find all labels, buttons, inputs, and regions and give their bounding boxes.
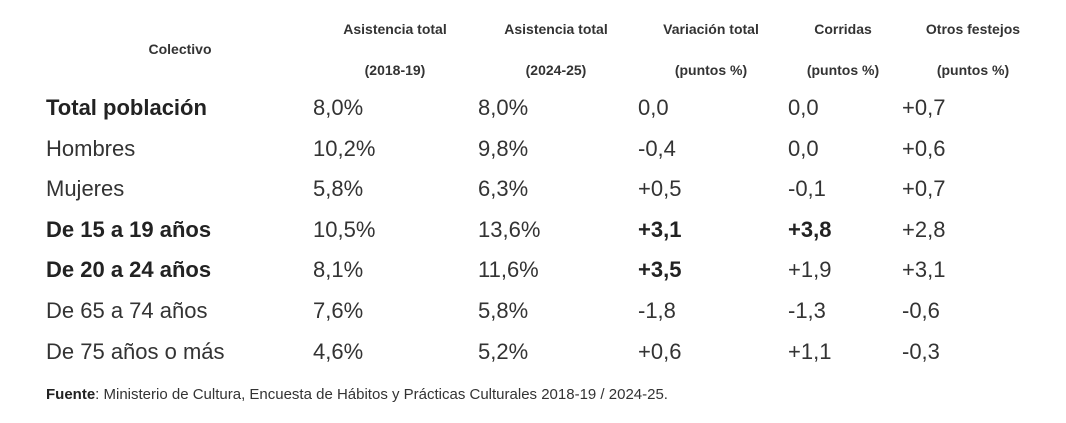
cell-variacion: +3,5 xyxy=(638,257,682,283)
cell-asistencia-2018: 10,5% xyxy=(313,216,376,242)
header-variacion: Variación total (puntos %) xyxy=(631,0,791,80)
table-row: Mujeres 5,8% 6,3% +0,5 -0,1 +0,7 xyxy=(0,176,1066,216)
table-row: De 65 a 74 años 7,6% 5,8% -1,8 -1,3 -0,6 xyxy=(0,298,1066,338)
header-colectivo: Colectivo xyxy=(100,0,260,80)
cell-corridas: 0,0 xyxy=(788,95,819,120)
header-asistencia-2024: Asistencia total (2024-25) xyxy=(476,0,636,80)
cell-asistencia-2018: 8,0% xyxy=(313,95,364,120)
cell-otros-festejos: -0,3 xyxy=(902,338,940,364)
cell-otros-festejos: -0,6 xyxy=(902,298,940,323)
row-label: Total población xyxy=(46,95,207,120)
cell-asistencia-2018: 8,1% xyxy=(313,257,364,283)
cell-variacion: -1,8 xyxy=(638,298,676,323)
cell-variacion: +3,1 xyxy=(638,216,682,242)
cell-otros-festejos: +0,7 xyxy=(902,176,946,202)
header-sublabel: (puntos %) xyxy=(674,62,748,78)
header-otros-festejos: Otros festejos (puntos %) xyxy=(893,0,1053,80)
cell-asistencia-2024: 9,8% xyxy=(478,135,529,161)
cell-corridas: +3,8 xyxy=(788,216,832,242)
header-corridas: Corridas (puntos %) xyxy=(763,0,923,80)
header-sublabel: (puntos %) xyxy=(806,62,880,78)
source-text: : Ministerio de Cultura, Encuesta de Háb… xyxy=(95,386,668,403)
header-label: Otros festejos xyxy=(925,21,1021,37)
row-label: De 75 años o más xyxy=(46,338,225,364)
cell-asistencia-2018: 5,8% xyxy=(313,176,364,202)
cell-variacion: -0,4 xyxy=(638,135,676,161)
cell-variacion: 0,0 xyxy=(638,95,669,120)
cell-corridas: +1,9 xyxy=(788,257,832,283)
header-label: Corridas xyxy=(814,21,872,37)
cell-variacion: +0,5 xyxy=(638,176,682,202)
cell-otros-festejos: +3,1 xyxy=(902,257,946,283)
header-asistencia-2018: Asistencia total (2018-19) xyxy=(315,0,475,80)
cell-asistencia-2024: 8,0% xyxy=(478,95,529,120)
table-row: Total población 8,0% 8,0% 0,0 0,0 +0,7 xyxy=(0,95,1066,135)
table-row: De 75 años o más 4,6% 5,2% +0,6 +1,1 -0,3 xyxy=(0,339,1066,379)
row-label: Mujeres xyxy=(46,176,125,202)
cell-otros-festejos: +0,7 xyxy=(902,95,946,120)
cell-asistencia-2024: 13,6% xyxy=(478,216,541,242)
table-row: Hombres 10,2% 9,8% -0,4 0,0 +0,6 xyxy=(0,136,1066,176)
header-label: Colectivo xyxy=(148,41,212,57)
cell-corridas: 0,0 xyxy=(788,135,819,161)
cell-asistencia-2024: 11,6% xyxy=(478,257,539,283)
cell-asistencia-2018: 4,6% xyxy=(313,338,364,364)
cell-asistencia-2024: 6,3% xyxy=(478,176,529,202)
row-label: Hombres xyxy=(46,135,136,161)
cell-otros-festejos: +0,6 xyxy=(902,135,946,161)
cell-asistencia-2018: 7,6% xyxy=(313,298,364,323)
row-label: De 20 a 24 años xyxy=(46,257,212,283)
row-label: De 65 a 74 años xyxy=(46,298,208,323)
source-note: Fuente: Ministerio de Cultura, Encuesta … xyxy=(46,386,668,403)
cell-corridas: -0,1 xyxy=(788,176,826,202)
header-sublabel: (2018-19) xyxy=(364,62,426,78)
cell-asistencia-2024: 5,8% xyxy=(478,298,529,323)
header-sublabel: (puntos %) xyxy=(936,62,1010,78)
cell-asistencia-2024: 5,2% xyxy=(478,338,529,364)
header-sublabel: (2024-25) xyxy=(525,62,587,78)
cell-asistencia-2018: 10,2% xyxy=(313,135,376,161)
table-row: De 15 a 19 años 10,5% 13,6% +3,1 +3,8 +2,8 xyxy=(0,217,1066,257)
cell-otros-festejos: +2,8 xyxy=(902,216,946,242)
header-label: Asistencia total xyxy=(343,21,447,37)
cell-variacion: +0,6 xyxy=(638,338,682,364)
cell-corridas: -1,3 xyxy=(788,298,826,323)
header-label: Variación total xyxy=(663,21,759,37)
cell-corridas: +1,1 xyxy=(788,338,832,364)
table-row: De 20 a 24 años 8,1% 11,6% +3,5 +1,9 +3,1 xyxy=(0,257,1066,297)
source-label: Fuente xyxy=(46,386,96,403)
row-label: De 15 a 19 años xyxy=(46,216,212,242)
header-label: Asistencia total xyxy=(504,21,608,37)
